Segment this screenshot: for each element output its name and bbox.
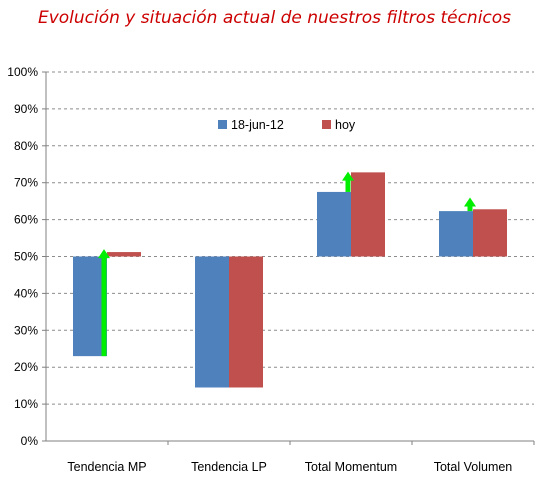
bar-series-2 xyxy=(473,209,507,257)
bar-series-2 xyxy=(229,256,263,388)
y-tick-label: 50% xyxy=(14,250,38,264)
y-tick-label: 10% xyxy=(14,397,38,411)
change-arrow-head xyxy=(98,249,110,259)
y-tick-label: 80% xyxy=(14,139,38,153)
x-tick-label: Total Volumen xyxy=(434,460,513,474)
bar-series-1 xyxy=(439,211,473,257)
legend-label-series-2: hoy xyxy=(335,118,356,132)
legend-swatch-series-2 xyxy=(322,120,331,129)
y-axis: 0% 10% 20% 30% 40% 50% 60% 70% 80% 90% 100% xyxy=(7,65,534,448)
bars xyxy=(73,172,507,388)
y-tick-label: 40% xyxy=(14,286,38,300)
legend-swatch-series-1 xyxy=(218,120,227,129)
x-tick-label: Tendencia MP xyxy=(67,460,146,474)
y-tick-label: 100% xyxy=(7,65,38,79)
y-tick-label: 30% xyxy=(14,323,38,337)
y-tick-label: 20% xyxy=(14,360,38,374)
bar-series-2 xyxy=(107,252,141,257)
change-arrows xyxy=(98,171,476,357)
x-tick-label: Tendencia LP xyxy=(191,460,267,474)
y-tick-label: 0% xyxy=(21,434,39,448)
legend-label-series-1: 18-jun-12 xyxy=(231,118,284,132)
bar-series-1 xyxy=(73,256,107,357)
bar-series-1 xyxy=(195,256,229,388)
bar-series-1 xyxy=(317,191,351,257)
bar-series-2 xyxy=(351,172,385,257)
y-tick-label: 60% xyxy=(14,213,38,227)
change-arrow-head xyxy=(464,197,476,207)
y-tick-label: 70% xyxy=(14,176,38,190)
x-tick-label: Total Momentum xyxy=(305,460,397,474)
y-tick-label: 90% xyxy=(14,102,38,116)
x-axis: Tendencia MP Tendencia LP Total Momentum To… xyxy=(67,441,535,474)
change-arrow-head xyxy=(342,171,354,181)
chart-title: Evolución y situación actual de nuestros… xyxy=(37,8,512,28)
legend: 18-jun-12 hoy xyxy=(218,118,356,132)
